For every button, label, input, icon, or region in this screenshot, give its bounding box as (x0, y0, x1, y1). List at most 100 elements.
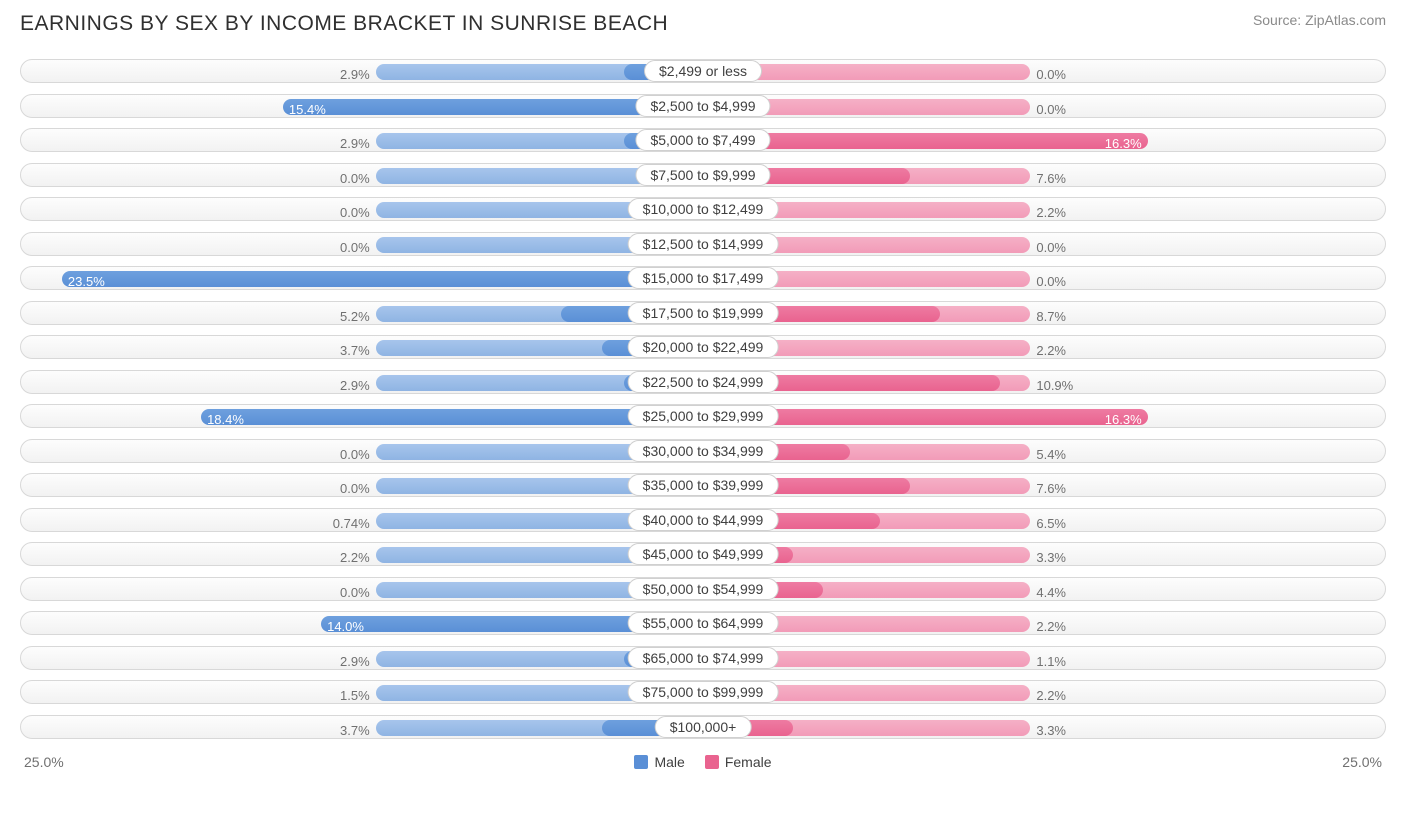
source-attribution: Source: ZipAtlas.com (1253, 12, 1386, 28)
row-track: 2.9% 1.1% $65,000 to $74,999 (20, 646, 1386, 670)
female-pct-label: 0.0% (1030, 102, 1066, 117)
category-label: $20,000 to $22,499 (628, 336, 779, 358)
male-pct-label: 23.5% (68, 274, 105, 289)
female-pct-label: 5.4% (1030, 447, 1066, 462)
category-label: $30,000 to $34,999 (628, 440, 779, 462)
female-pct-label: 4.4% (1030, 585, 1066, 600)
male-pct-label: 0.0% (340, 205, 376, 220)
row-track: 2.9% 10.9% $22,500 to $24,999 (20, 370, 1386, 394)
category-label: $12,500 to $14,999 (628, 233, 779, 255)
category-label: $65,000 to $74,999 (628, 647, 779, 669)
chart-row: 14.0% 2.2% $55,000 to $64,999 (20, 606, 1386, 641)
female-pct-label: 10.9% (1030, 378, 1073, 393)
female-pct-label: 2.2% (1030, 205, 1066, 220)
row-track: 15.4% 0.0% $2,500 to $4,999 (20, 94, 1386, 118)
chart-row: 0.74%6.5%$40,000 to $44,999 (20, 503, 1386, 538)
female-pct-label: 16.3% (1105, 136, 1142, 151)
row-track: 0.0% 2.2% $10,000 to $12,499 (20, 197, 1386, 221)
female-pct-label: 7.6% (1030, 481, 1066, 496)
female-pct-label: 2.2% (1030, 619, 1066, 634)
chart-row: 2.9% 0.0% $2,499 or less (20, 54, 1386, 89)
chart-row: 2.9% 16.3% $5,000 to $7,499 (20, 123, 1386, 158)
legend: Male Female (634, 754, 771, 770)
male-pct-label: 3.7% (340, 343, 376, 358)
axis-max-left: 25.0% (24, 754, 64, 770)
female-pct-label: 6.5% (1030, 516, 1066, 531)
row-track: 2.9% 16.3% $5,000 to $7,499 (20, 128, 1386, 152)
male-pct-label: 1.5% (340, 688, 376, 703)
row-track: 3.7%3.3%$100,000+ (20, 715, 1386, 739)
category-label: $35,000 to $39,999 (628, 474, 779, 496)
chart-row: 5.2%8.7%$17,500 to $19,999 (20, 296, 1386, 331)
category-label: $50,000 to $54,999 (628, 578, 779, 600)
chart-row: 3.7% 2.2% $20,000 to $22,499 (20, 330, 1386, 365)
chart-row: 18.4% 16.3% $25,000 to $29,999 (20, 399, 1386, 434)
category-label: $10,000 to $12,499 (628, 198, 779, 220)
legend-swatch-male (634, 755, 648, 769)
male-pct-label: 3.7% (340, 723, 376, 738)
female-pct-label: 16.3% (1105, 412, 1142, 427)
category-label: $15,000 to $17,499 (628, 267, 779, 289)
row-track: 2.9% 0.0% $2,499 or less (20, 59, 1386, 83)
row-track: 0.0% 5.4% $30,000 to $34,999 (20, 439, 1386, 463)
chart-row: 15.4% 0.0% $2,500 to $4,999 (20, 89, 1386, 124)
female-pct-label: 2.2% (1030, 688, 1066, 703)
male-pct-label: 15.4% (289, 102, 326, 117)
male-pct-label: 5.2% (340, 309, 376, 324)
row-track: 23.5%0.0%$15,000 to $17,499 (20, 266, 1386, 290)
category-label: $2,500 to $4,999 (635, 95, 770, 117)
category-label: $100,000+ (655, 716, 752, 738)
chart-row: 1.5% 2.2% $75,000 to $99,999 (20, 675, 1386, 710)
male-pct-label: 0.0% (340, 481, 376, 496)
female-pct-label: 1.1% (1030, 654, 1066, 669)
category-label: $75,000 to $99,999 (628, 681, 779, 703)
row-track: 2.2%3.3%$45,000 to $49,999 (20, 542, 1386, 566)
category-label: $17,500 to $19,999 (628, 302, 779, 324)
female-pct-label: 2.2% (1030, 343, 1066, 358)
row-track: 0.0% 7.6% $7,500 to $9,999 (20, 163, 1386, 187)
chart-row: 0.0%0.0%$12,500 to $14,999 (20, 227, 1386, 262)
chart-title: EARNINGS BY SEX BY INCOME BRACKET IN SUN… (20, 12, 668, 36)
chart-row: 3.7%3.3%$100,000+ (20, 710, 1386, 745)
category-label: $22,500 to $24,999 (628, 371, 779, 393)
female-pct-label: 0.0% (1030, 67, 1066, 82)
row-track: 0.0% 7.6% $35,000 to $39,999 (20, 473, 1386, 497)
category-label: $25,000 to $29,999 (628, 405, 779, 427)
female-pct-label: 3.3% (1030, 550, 1066, 565)
male-pct-label: 0.0% (340, 240, 376, 255)
legend-female: Female (705, 754, 772, 770)
row-track: 1.5% 2.2% $75,000 to $99,999 (20, 680, 1386, 704)
legend-swatch-female (705, 755, 719, 769)
legend-label: Female (725, 754, 772, 770)
chart-row: 0.0% 4.4% $50,000 to $54,999 (20, 572, 1386, 607)
category-label: $55,000 to $64,999 (628, 612, 779, 634)
male-pct-label: 2.9% (340, 67, 376, 82)
row-track: 0.0% 4.4% $50,000 to $54,999 (20, 577, 1386, 601)
category-label: $7,500 to $9,999 (635, 164, 770, 186)
chart-row: 23.5%0.0%$15,000 to $17,499 (20, 261, 1386, 296)
male-pct-label: 0.0% (340, 171, 376, 186)
male-pct-label: 2.9% (340, 136, 376, 151)
row-track: 5.2%8.7%$17,500 to $19,999 (20, 301, 1386, 325)
category-label: $5,000 to $7,499 (635, 129, 770, 151)
chart-row: 0.0% 2.2% $10,000 to $12,499 (20, 192, 1386, 227)
row-track: 3.7% 2.2% $20,000 to $22,499 (20, 335, 1386, 359)
male-pct-label: 2.2% (340, 550, 376, 565)
row-track: 0.0%0.0%$12,500 to $14,999 (20, 232, 1386, 256)
male-pct-label: 0.0% (340, 585, 376, 600)
row-track: 18.4% 16.3% $25,000 to $29,999 (20, 404, 1386, 428)
male-pct-label: 0.0% (340, 447, 376, 462)
chart-row: 0.0% 7.6% $7,500 to $9,999 (20, 158, 1386, 193)
male-data-bar: 23.5% (62, 271, 703, 287)
chart-row: 0.0% 7.6% $35,000 to $39,999 (20, 468, 1386, 503)
male-pct-label: 18.4% (207, 412, 244, 427)
row-track: 0.74%6.5%$40,000 to $44,999 (20, 508, 1386, 532)
female-pct-label: 7.6% (1030, 171, 1066, 186)
legend-label: Male (654, 754, 684, 770)
category-label: $2,499 or less (644, 60, 762, 82)
male-pct-label: 2.9% (340, 378, 376, 393)
chart-row: 2.2%3.3%$45,000 to $49,999 (20, 537, 1386, 572)
male-pct-label: 14.0% (327, 619, 364, 634)
diverging-bar-chart: 2.9% 0.0% $2,499 or less 15.4% 0.0% $2,500 to… (20, 54, 1386, 744)
male-pct-label: 2.9% (340, 654, 376, 669)
